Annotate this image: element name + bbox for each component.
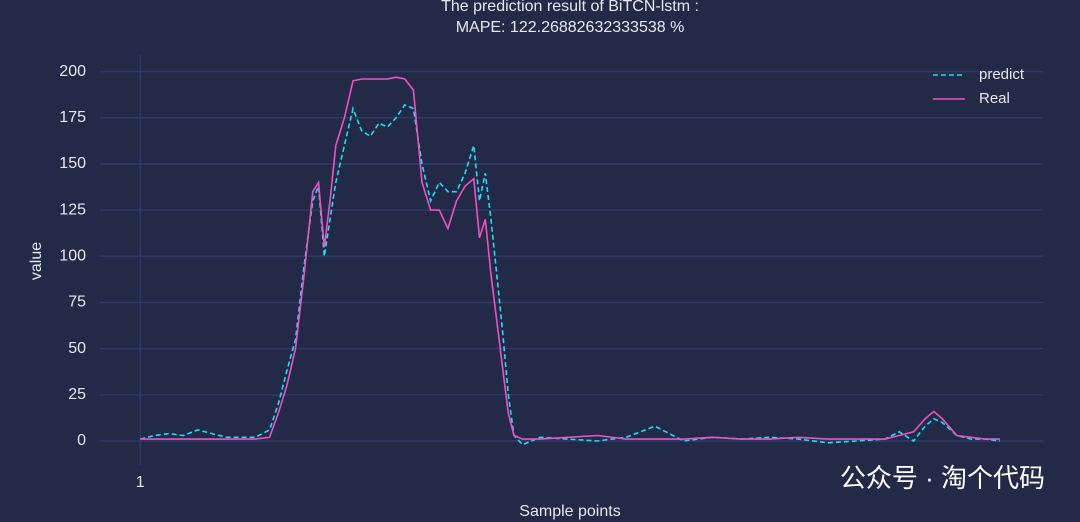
y-axis-label: value bbox=[28, 242, 45, 280]
y-tick-label: 75 bbox=[68, 294, 86, 311]
y-tick-label: 200 bbox=[59, 63, 86, 80]
line-series bbox=[140, 103, 1001, 446]
y-tick-label: 125 bbox=[59, 201, 86, 218]
watermark: 公众号 · 淘个代码 bbox=[840, 463, 1045, 493]
legend-label: predict bbox=[979, 66, 1025, 83]
y-tick-label: 0 bbox=[77, 432, 86, 449]
y-tick-label: 175 bbox=[59, 109, 86, 126]
y-tick-label: 150 bbox=[59, 155, 86, 172]
y-tick-label: 100 bbox=[59, 248, 86, 265]
legend-label: Real bbox=[979, 90, 1010, 107]
line-series bbox=[140, 76, 1000, 440]
x-axis-label: Sample points bbox=[519, 503, 620, 520]
y-tick-label: 50 bbox=[68, 340, 86, 357]
y-tick-label: 25 bbox=[68, 386, 86, 403]
chart-title: The prediction result of BiTCN-lstm : bbox=[441, 0, 699, 15]
chart-subtitle: MAPE: 122.26882632333538 % bbox=[456, 19, 685, 36]
x-tick-label: 1 bbox=[136, 474, 145, 491]
